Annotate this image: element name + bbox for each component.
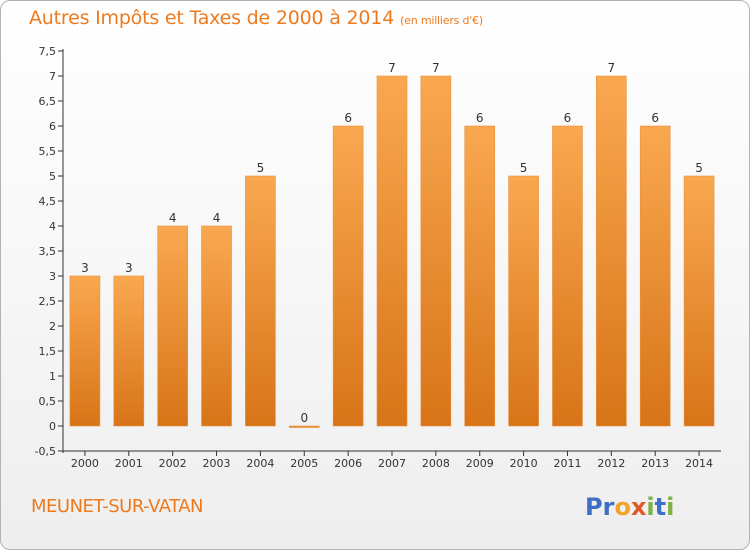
x-tick-label: 2000 bbox=[71, 457, 99, 470]
bars: 3 3 4 4 5 0 6 7 7 6 5 6 7 6 5 bbox=[69, 61, 715, 428]
logo-letter: i bbox=[666, 493, 675, 521]
logo-letter: i bbox=[646, 493, 655, 521]
y-tick-label: 2,5 bbox=[39, 295, 57, 308]
chart-title: Autres Impôts et Taxes de 2000 à 2014 (en… bbox=[29, 7, 483, 29]
bar-2006 bbox=[332, 125, 364, 427]
data-label-2001: 3 bbox=[125, 261, 133, 275]
bar-2000 bbox=[69, 275, 101, 427]
y-tick-label: 5,5 bbox=[39, 145, 57, 158]
y-tick-label: 1,5 bbox=[39, 345, 57, 358]
y-tick-label: 4,5 bbox=[39, 195, 57, 208]
x-tick-label: 2008 bbox=[422, 457, 450, 470]
data-label-2005: 0 bbox=[300, 411, 308, 425]
proxiti-logo: Proxiti bbox=[585, 493, 674, 521]
x-tick-label: 2010 bbox=[510, 457, 538, 470]
y-tick-label: 1 bbox=[49, 370, 56, 383]
bar-2011 bbox=[552, 125, 583, 427]
x-tick-label: 2011 bbox=[553, 457, 581, 470]
y-tick-label: 7 bbox=[49, 70, 56, 83]
x-tick-label: 2005 bbox=[290, 457, 318, 470]
x-tick-label: 2007 bbox=[378, 457, 406, 470]
data-label-2011: 6 bbox=[564, 111, 572, 125]
bar-2003 bbox=[201, 225, 232, 427]
x-tick-label: 2014 bbox=[685, 457, 713, 470]
x-tick-label: 2006 bbox=[334, 457, 362, 470]
y-tick-label: 0 bbox=[49, 420, 56, 433]
x-tick-label: 2009 bbox=[466, 457, 494, 470]
data-label-2003: 4 bbox=[213, 211, 221, 225]
bar-2008 bbox=[420, 75, 452, 427]
bar-2012 bbox=[596, 75, 627, 427]
bar-2013 bbox=[639, 125, 671, 427]
data-label-2006: 6 bbox=[344, 111, 352, 125]
y-tick-label: 3 bbox=[49, 270, 56, 283]
bar-2005 bbox=[288, 425, 320, 428]
bar-2010 bbox=[508, 175, 539, 427]
data-label-2000: 3 bbox=[81, 261, 89, 275]
logo-letter: r bbox=[602, 493, 615, 521]
x-tick-label: 2002 bbox=[159, 457, 187, 470]
logo-letter: P bbox=[585, 493, 603, 521]
bar-2001 bbox=[113, 275, 145, 427]
x-tick-label: 2013 bbox=[641, 457, 669, 470]
y-tick-label: 2 bbox=[49, 320, 56, 333]
y-axis: -0,5 0 0,5 1 1,5 2 2,5 3 3,5 4 4,5 5 5,5 6 6,5 7 7,5 bbox=[35, 45, 64, 458]
x-tick-label: 2001 bbox=[115, 457, 143, 470]
x-tick-label: 2012 bbox=[597, 457, 625, 470]
data-label-2002: 4 bbox=[169, 211, 177, 225]
data-label-2014: 5 bbox=[695, 161, 703, 175]
chart-subtitle: (en milliers d'€) bbox=[400, 14, 483, 27]
x-tick-label: 2003 bbox=[203, 457, 231, 470]
bar-2002 bbox=[157, 225, 188, 427]
y-tick-label: 0,5 bbox=[39, 395, 57, 408]
data-label-2010: 5 bbox=[520, 161, 528, 175]
data-label-2012: 7 bbox=[608, 61, 616, 75]
commune-name: MEUNET-SUR-VATAN bbox=[31, 496, 204, 517]
y-tick-label: 6 bbox=[49, 120, 56, 133]
y-tick-label: 5 bbox=[49, 170, 56, 183]
bar-2009 bbox=[464, 125, 496, 427]
bar-2004 bbox=[245, 175, 276, 427]
data-label-2007: 7 bbox=[388, 61, 396, 75]
y-tick-label: -0,5 bbox=[35, 445, 56, 458]
y-tick-label: 6,5 bbox=[39, 95, 57, 108]
y-tick-label: 4 bbox=[49, 220, 56, 233]
logo-letter: t bbox=[654, 493, 667, 521]
x-tick-label: 2004 bbox=[246, 457, 274, 470]
bar-2007 bbox=[376, 75, 408, 427]
bar-2014 bbox=[683, 175, 715, 427]
data-label-2009: 6 bbox=[476, 111, 484, 125]
data-label-2004: 5 bbox=[257, 161, 265, 175]
y-tick-label: 3,5 bbox=[39, 245, 57, 258]
y-tick-label: 7,5 bbox=[39, 45, 57, 58]
title-text: Autres Impôts et Taxes de 2000 à 2014 bbox=[29, 7, 395, 29]
logo-letter: o bbox=[614, 493, 631, 521]
x-axis: 2000 2001 2002 2003 2004 2005 2006 2007 2008 2009… bbox=[63, 450, 721, 470]
data-label-2008: 7 bbox=[432, 61, 440, 75]
data-label-2013: 6 bbox=[651, 111, 659, 125]
logo-letter: x bbox=[630, 493, 647, 521]
